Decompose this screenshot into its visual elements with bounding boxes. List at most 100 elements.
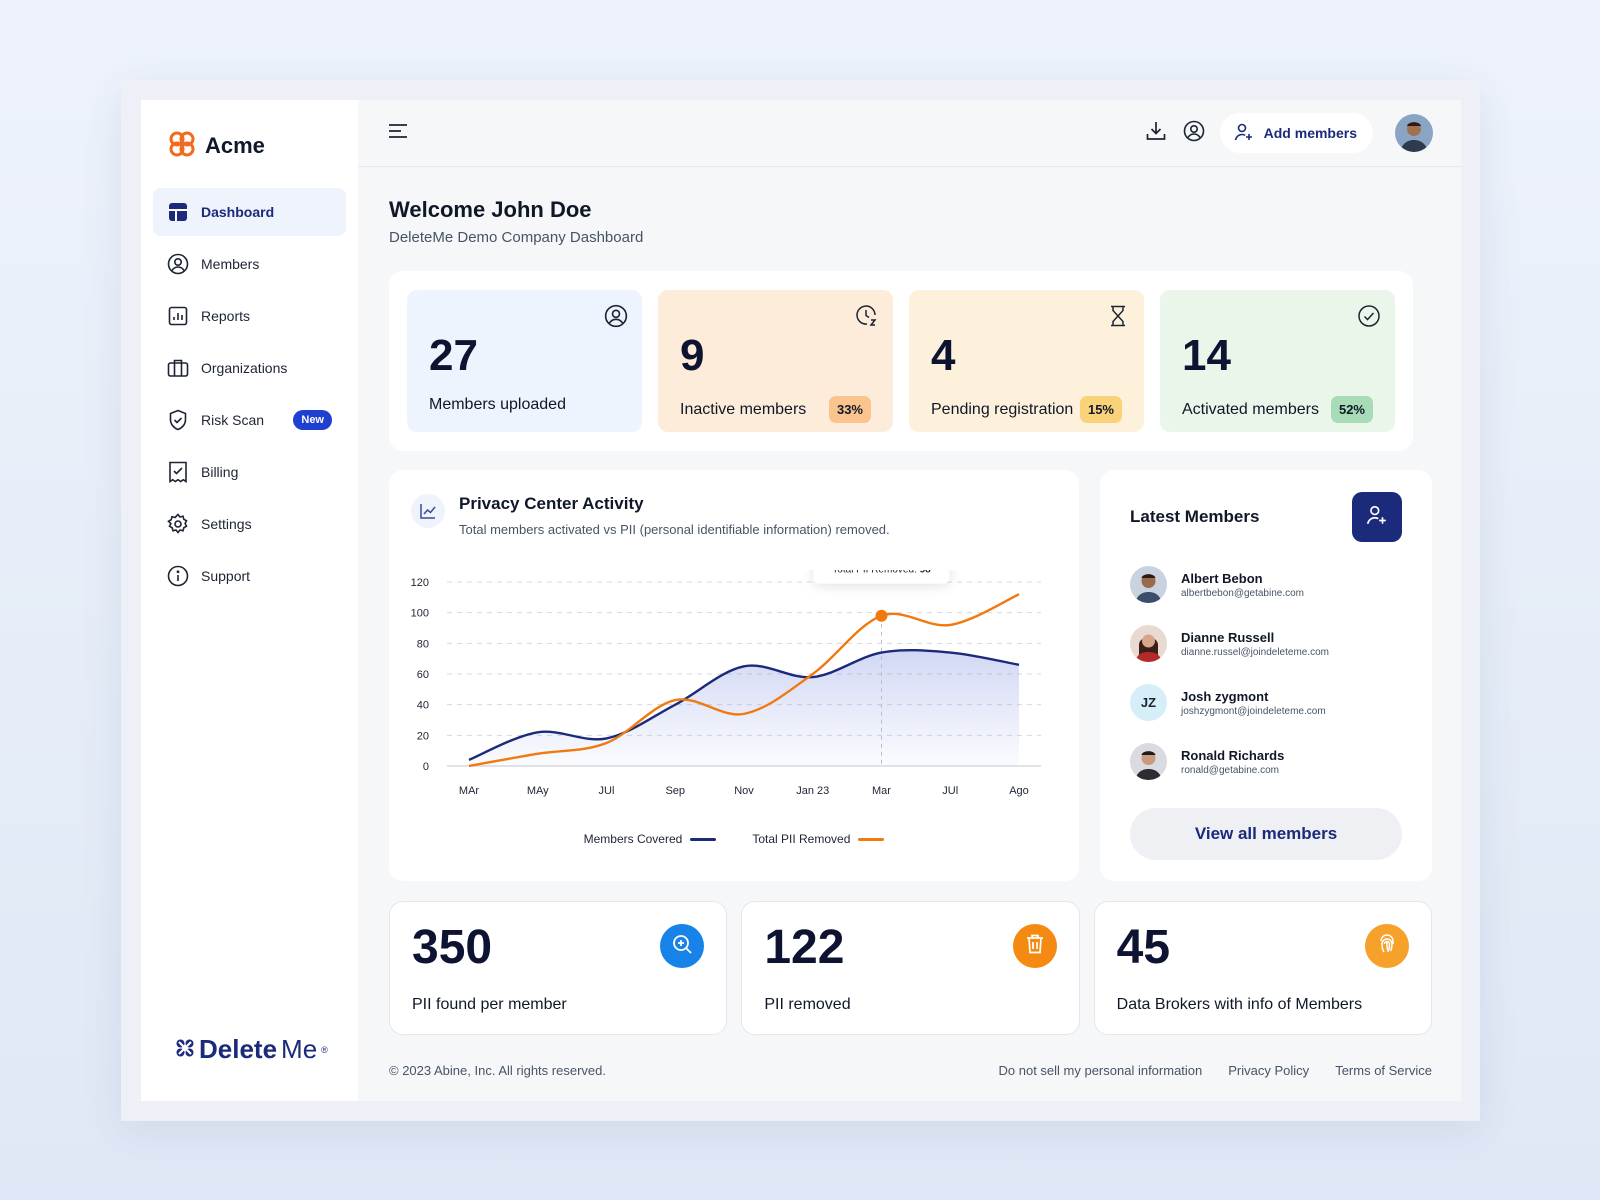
brand[interactable]: Acme — [153, 128, 346, 164]
x-tick-label: Ago — [1009, 785, 1029, 797]
view-all-members-button[interactable]: View all members — [1130, 808, 1402, 860]
y-tick-label: 0 — [423, 761, 429, 773]
total-pii-removed-line — [468, 593, 1020, 768]
stats-panel: 27 Members uploaded 9 Inactive members 33… — [389, 271, 1413, 451]
fingerprint-icon — [1376, 933, 1398, 960]
welcome-section: Welcome John Doe DeleteMe Demo Company D… — [389, 197, 643, 246]
y-tick-label: 20 — [417, 730, 429, 742]
tooltip-text: Total PII Removed: 98 — [832, 570, 931, 576]
member-email: albertbebon@getabine.com — [1181, 587, 1305, 599]
check-circle-icon — [1357, 304, 1381, 328]
footer-link-do-not-sell[interactable]: Do not sell my personal information — [998, 1063, 1203, 1078]
profile-button[interactable] — [1182, 120, 1206, 147]
gear-icon — [167, 513, 189, 535]
add-member-button[interactable] — [1352, 492, 1402, 542]
x-tick-label: Jan 23 — [796, 785, 829, 797]
add-members-button[interactable]: Add members — [1219, 113, 1373, 153]
kpi-card-pii-removed[interactable]: 122 PII removed — [741, 901, 1080, 1035]
sidebar-item-settings[interactable]: Settings — [153, 500, 346, 548]
x-tick-label: Sep — [665, 785, 685, 797]
copyright: © 2023 Abine, Inc. All rights reserved. — [389, 1063, 606, 1078]
sidebar-item-reports[interactable]: Reports — [153, 292, 346, 340]
sidebar-nav: Dashboard Members Reports Organizations — [153, 188, 346, 600]
stat-percent-badge: 52% — [1330, 396, 1373, 423]
sidebar: Acme Dashboard Members Reports — [141, 100, 358, 1101]
hamburger-icon — [388, 123, 408, 144]
legend-label: Total PII Removed — [752, 832, 851, 846]
stat-card-inactive-members[interactable]: 9 Inactive members 33% — [658, 290, 893, 432]
deleteme-logo: Delete Me ® — [175, 1034, 328, 1065]
member-name: Josh zygmont — [1181, 688, 1269, 704]
sidebar-item-label: Billing — [201, 464, 239, 480]
x-tick-label: Nov — [734, 785, 754, 797]
sidebar-item-label: Dashboard — [201, 204, 275, 220]
stat-label: Members uploaded — [429, 396, 566, 413]
briefcase-icon — [167, 357, 189, 379]
sidebar-item-members[interactable]: Members — [153, 240, 346, 288]
deleteme-logo-text: Delete — [199, 1034, 278, 1064]
kpi-card-pii-found[interactable]: 350 PII found per member — [389, 901, 728, 1035]
sidebar-item-label: Reports — [201, 308, 251, 324]
member-avatar — [1130, 566, 1167, 603]
receipt-icon — [167, 461, 189, 483]
topbar: Add members — [358, 100, 1461, 167]
kpi-value: 45 — [1116, 921, 1171, 974]
kpi-row: 350 PII found per member 122 PII removed… — [389, 901, 1432, 1035]
sidebar-item-organizations[interactable]: Organizations — [153, 344, 346, 392]
deleteme-logo-text-me: Me — [281, 1034, 318, 1064]
menu-toggle-button[interactable] — [388, 121, 412, 145]
chart-title: Privacy Center Activity — [459, 494, 644, 513]
activity-chart[interactable]: 0 20 40 60 80 100 120 MAr MAy JUl Sep Nov Jan 23 Mar J… — [389, 570, 1079, 820]
page-subtitle: DeleteMe Demo Company Dashboard — [389, 229, 644, 246]
tooltip-value: 98 — [920, 570, 932, 576]
dashboard-icon — [167, 201, 189, 223]
member-avatar — [1130, 625, 1167, 662]
line-chart-icon — [411, 494, 445, 528]
member-email: joshzygmont@joindeleteme.com — [1181, 705, 1326, 717]
user-circle-icon — [1183, 120, 1205, 147]
x-tick-label: JUl — [942, 785, 958, 797]
deleteme-mark-icon — [175, 1034, 195, 1065]
stat-card-pending-registration[interactable]: 4 Pending registration 15% — [909, 290, 1144, 432]
x-tick-label: MAr — [459, 785, 480, 797]
member-name: Albert Bebon — [1181, 570, 1263, 586]
sidebar-item-label: Organizations — [201, 360, 288, 376]
stat-card-activated-members[interactable]: 14 Activated members 52% — [1160, 290, 1395, 432]
fingerprint-button[interactable] — [1364, 924, 1409, 968]
stat-percent-badge: 33% — [828, 396, 871, 423]
topbar-actions: Add members — [1144, 113, 1433, 153]
stat-card-members-uploaded[interactable]: 27 Members uploaded — [407, 290, 642, 432]
footer-link-privacy-policy[interactable]: Privacy Policy — [1228, 1063, 1310, 1078]
footer-link-terms[interactable]: Terms of Service — [1335, 1063, 1432, 1078]
legend-swatch — [858, 837, 885, 841]
legend-item-total-pii-removed[interactable]: Total PII Removed — [752, 832, 885, 846]
member-name: Ronald Richards — [1181, 747, 1285, 763]
sidebar-item-label: Settings — [201, 516, 252, 532]
member-row[interactable]: Albert Bebon albertbebon@getabine.com — [1130, 566, 1402, 603]
sidebar-item-support[interactable]: Support — [153, 552, 346, 600]
member-row[interactable]: JZ Josh zygmont joshzygmont@joindeleteme.… — [1130, 684, 1402, 721]
page-title: Welcome John Doe — [389, 197, 592, 222]
stat-label: Pending registration — [931, 400, 1074, 418]
registered-mark: ® — [321, 1044, 328, 1055]
stat-label: Inactive members — [680, 400, 807, 418]
brand-name: Acme — [205, 133, 265, 158]
member-avatar — [1130, 743, 1167, 780]
tooltip-label: Total PII Removed: — [832, 570, 919, 576]
kpi-card-data-brokers[interactable]: 45 Data Brokers with info of Members — [1093, 901, 1432, 1035]
sidebar-item-billing[interactable]: Billing — [153, 448, 346, 496]
chart-legend: Members Covered Total PII Removed — [389, 832, 1079, 846]
member-row[interactable]: Dianne Russell dianne.russel@joindeleteme… — [1130, 625, 1402, 662]
search-zoom-button[interactable] — [660, 924, 705, 968]
legend-item-members-covered[interactable]: Members Covered — [584, 832, 717, 846]
kpi-label: PII removed — [764, 996, 851, 1013]
kpi-label: Data Brokers with info of Members — [1116, 996, 1363, 1013]
highlight-point — [875, 609, 888, 622]
member-row[interactable]: Ronald Richards ronald@getabine.com — [1130, 743, 1402, 780]
trash-button[interactable] — [1012, 924, 1057, 968]
download-button[interactable] — [1144, 121, 1168, 145]
shield-check-icon — [167, 409, 189, 431]
user-avatar[interactable] — [1395, 114, 1433, 152]
sidebar-item-risk-scan[interactable]: Risk Scan New — [153, 396, 346, 444]
sidebar-item-dashboard[interactable]: Dashboard — [153, 188, 346, 236]
